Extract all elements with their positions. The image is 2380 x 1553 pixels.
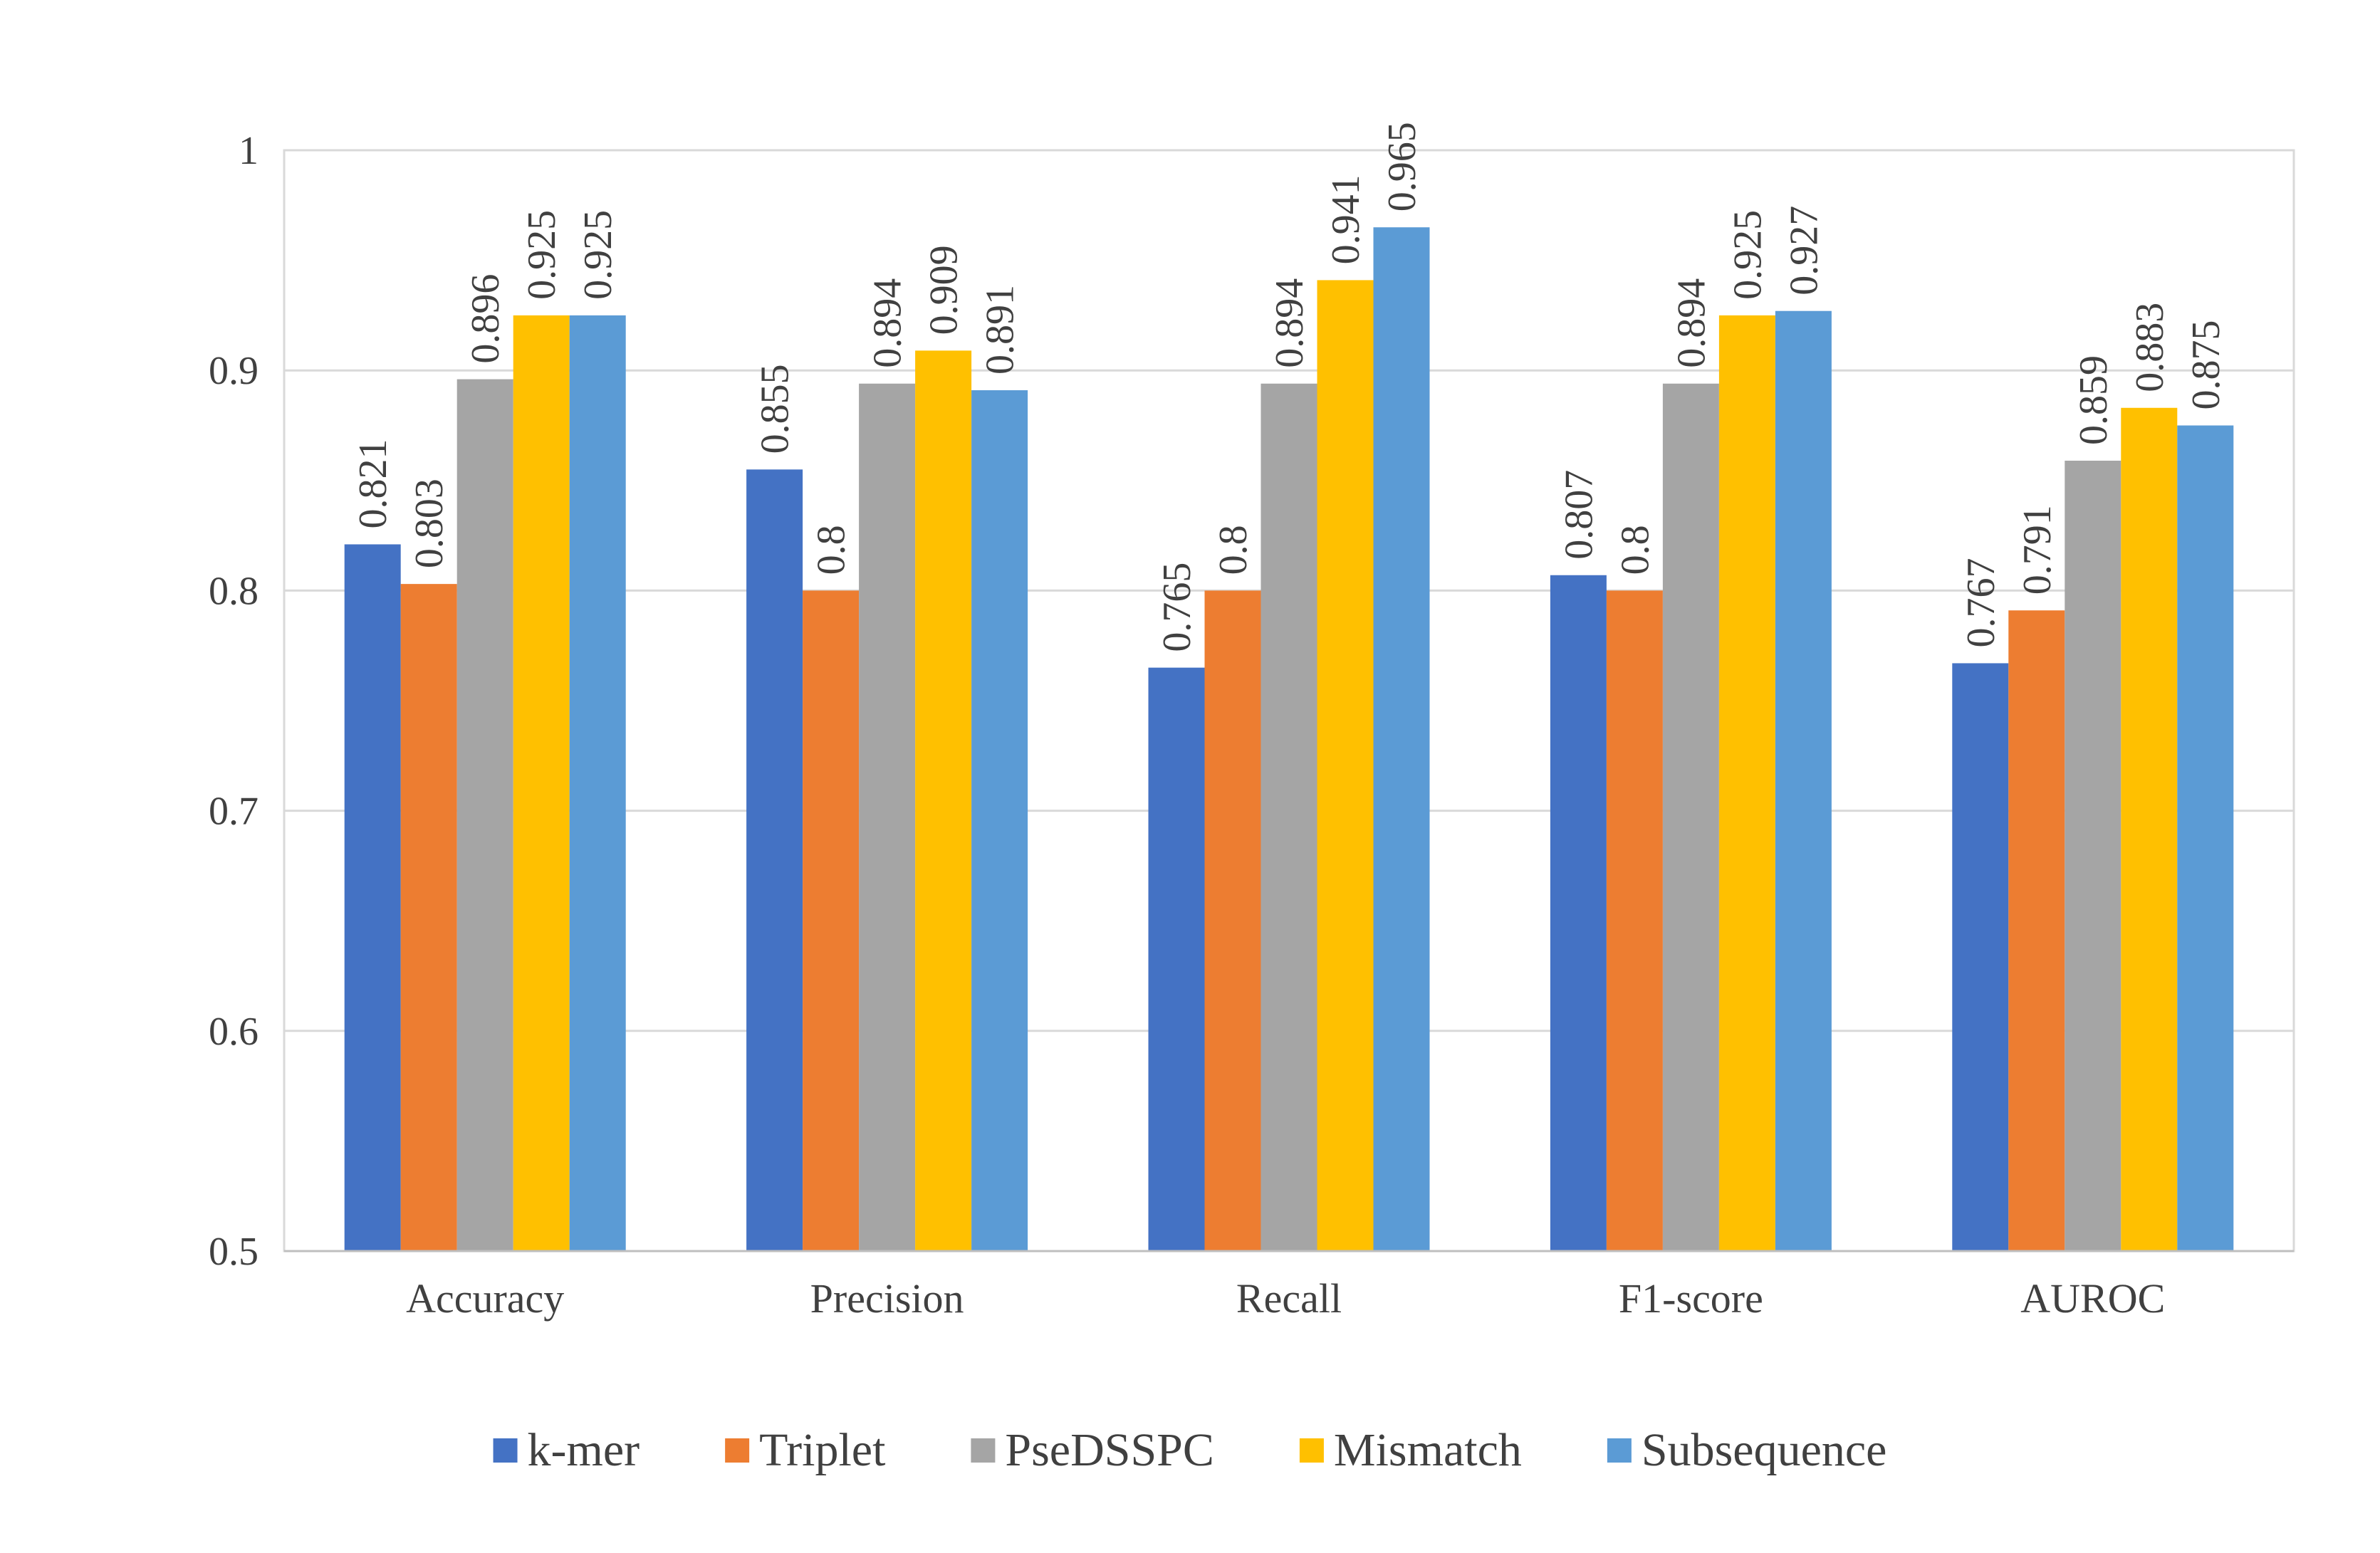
data-label: 0.8: [810, 525, 854, 575]
bar: [1317, 280, 1374, 1252]
y-tick-label: 0.9: [209, 349, 259, 393]
bar: [1775, 310, 1832, 1251]
data-label: 0.821: [351, 439, 395, 528]
legend-label: Triplet: [759, 1424, 885, 1476]
data-label: 0.896: [464, 274, 508, 364]
data-label: 0.855: [753, 364, 798, 454]
data-label: 0.909: [922, 245, 966, 335]
data-label: 0.767: [1959, 558, 2003, 647]
bar: [1204, 590, 1261, 1251]
data-label: 0.859: [2072, 355, 2116, 445]
y-tick-label: 0.5: [209, 1230, 259, 1274]
bar: [1148, 667, 1205, 1251]
legend: k-mer Triplet PseDSSPC Mismatch Subsequence: [493, 1424, 1887, 1476]
data-label: 0.891: [978, 285, 1023, 375]
bar: [344, 544, 401, 1251]
legend-swatch: [725, 1438, 750, 1463]
legend-swatch: [493, 1438, 518, 1463]
data-label: 0.875: [2184, 320, 2228, 410]
bar: [1606, 590, 1663, 1251]
legend-label: PseDSSPC: [1005, 1424, 1214, 1476]
bar: [456, 379, 513, 1251]
data-labels: 0.821 0.803 0.896 0.925 0.925 0.855 0.8 0.894 0.…: [351, 122, 2228, 652]
legend-label: k-mer: [528, 1424, 640, 1476]
data-label: 0.894: [1268, 278, 1312, 368]
legend-item: Mismatch: [1299, 1424, 1522, 1476]
bar: [859, 383, 916, 1252]
y-tick-label: 0.6: [209, 1010, 259, 1054]
bars: [344, 227, 2234, 1252]
legend-label: Mismatch: [1334, 1424, 1522, 1476]
data-label: 0.8: [1211, 525, 1256, 575]
data-label: 0.925: [1726, 210, 1770, 300]
bar: [1261, 383, 1317, 1252]
legend-item: Subsequence: [1607, 1424, 1887, 1476]
legend-item: PseDSSPC: [971, 1424, 1214, 1476]
legend-swatch: [1299, 1438, 1324, 1463]
bar: [971, 390, 1028, 1251]
data-label: 0.807: [1557, 470, 1601, 560]
bar: [2008, 610, 2065, 1251]
y-tick-label: 1: [239, 129, 259, 173]
data-label: 0.803: [407, 479, 452, 568]
bar: [915, 350, 972, 1251]
data-label: 0.8: [1613, 525, 1657, 575]
bar: [2121, 407, 2178, 1252]
y-tick-label: 0.7: [209, 790, 259, 834]
data-label: 0.894: [1669, 278, 1713, 368]
bar: [2177, 425, 2234, 1251]
legend-swatch: [1607, 1438, 1632, 1463]
bar: [803, 590, 860, 1251]
x-tick-label: Precision: [810, 1275, 964, 1322]
data-label: 0.883: [2128, 303, 2172, 392]
x-tick-label: F1-score: [1619, 1275, 1763, 1322]
legend-swatch: [971, 1438, 996, 1463]
axes: 0.5 0.6 0.7 0.8 0.9 1 Accuracy Precision Recall F…: [209, 129, 2294, 1322]
bar: [2065, 460, 2121, 1252]
data-label: 0.941: [1324, 174, 1368, 264]
data-label: 0.965: [1380, 122, 1424, 211]
data-label: 0.791: [2015, 505, 2060, 595]
y-tick-label: 0.8: [209, 569, 259, 613]
data-label: 0.925: [520, 210, 564, 300]
x-tick-label: Accuracy: [406, 1275, 564, 1322]
bar: [1373, 227, 1430, 1252]
bar: [513, 315, 570, 1251]
data-label: 0.925: [576, 210, 620, 300]
data-label: 0.765: [1155, 563, 1199, 652]
data-label: 0.894: [866, 278, 910, 368]
bar: [1952, 663, 2009, 1251]
bar: [569, 315, 626, 1251]
bar: [1550, 575, 1607, 1251]
x-tick-label: AUROC: [2020, 1275, 2165, 1322]
bar: [1662, 383, 1719, 1252]
bar: [1718, 315, 1775, 1251]
x-tick-label: Recall: [1236, 1275, 1342, 1322]
legend-label: Subsequence: [1642, 1424, 1887, 1476]
legend-item: k-mer: [493, 1424, 640, 1476]
data-label: 0.927: [1782, 206, 1826, 296]
bar: [746, 469, 803, 1251]
bar: [400, 584, 457, 1251]
legend-item: Triplet: [725, 1424, 885, 1476]
